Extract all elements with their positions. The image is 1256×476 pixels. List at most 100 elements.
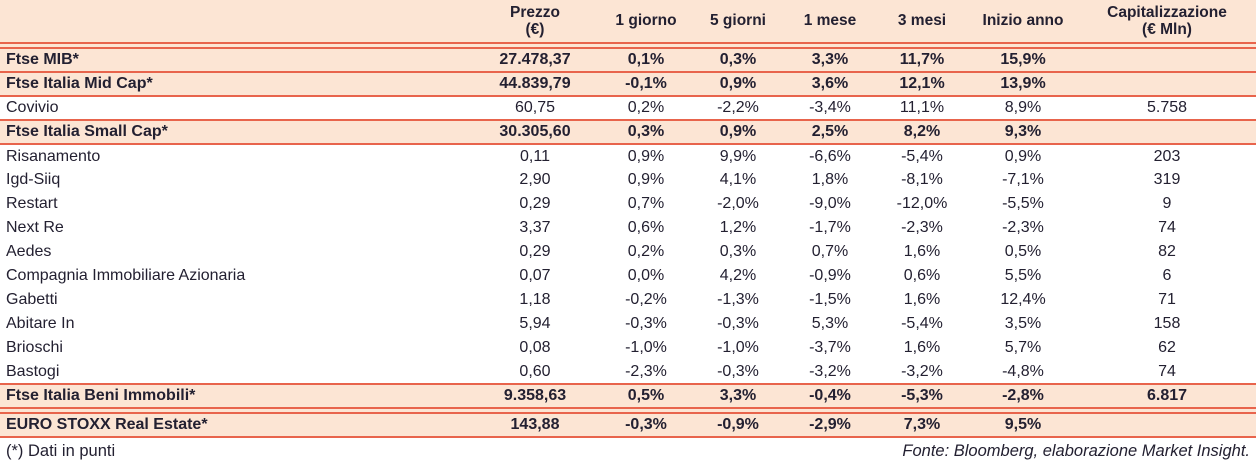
value-cell: 3,37 [470, 216, 600, 240]
value-cell: 0,08 [470, 336, 600, 360]
column-header: Prezzo (€) [470, 0, 600, 44]
stock-row: Risanamento 0,11 0,9% 9,9% -6,6% -5,4% 0,9% 203 [0, 144, 1256, 168]
value-cell: 2,5% [784, 119, 876, 145]
value-cell: 27.478,37 [470, 47, 600, 73]
row-name-cell: Ftse MIB* [0, 47, 470, 73]
value-cell: 0,11 [470, 144, 600, 168]
table-footer: (*) Dati in punti Fonte: Bloomberg, elab… [0, 438, 1256, 461]
row-name-cell: Compagnia Immobiliare Azionaria [0, 264, 470, 288]
value-cell: 0,3% [692, 47, 784, 73]
value-cell: 0,2% [600, 240, 692, 264]
value-cell: -7,1% [968, 168, 1078, 192]
value-cell: 71 [1078, 288, 1256, 312]
value-cell: 9 [1078, 192, 1256, 216]
value-cell: 158 [1078, 312, 1256, 336]
value-cell: 2,90 [470, 168, 600, 192]
value-cell: -5,3% [876, 383, 968, 409]
value-cell: -3,2% [876, 360, 968, 384]
value-cell: -4,8% [968, 360, 1078, 384]
value-cell: -1,7% [784, 216, 876, 240]
value-cell: 5,5% [968, 264, 1078, 288]
value-cell: 15,9% [968, 47, 1078, 73]
row-name-cell: Bastogi [0, 360, 470, 384]
separator-row [0, 43, 1256, 49]
separator-cell [0, 43, 1256, 49]
value-cell: 60,75 [470, 96, 600, 120]
value-cell: 9,9% [692, 144, 784, 168]
value-cell: 0,9% [692, 71, 784, 97]
value-cell: -0,2% [600, 288, 692, 312]
value-cell: -1,0% [600, 336, 692, 360]
market-performance-table: Prezzo (€) 1 giorno 5 giorni 1 mese 3 mesi Ini… [0, 0, 1256, 438]
stock-row: Abitare In 5,94 -0,3% -0,3% 5,3% -5,4% 3,5% 158 [0, 312, 1256, 336]
value-cell: 1,8% [784, 168, 876, 192]
value-cell: 11,7% [876, 47, 968, 73]
value-cell: 3,5% [968, 312, 1078, 336]
value-cell: -6,6% [784, 144, 876, 168]
value-cell: -2,8% [968, 383, 1078, 409]
stock-row: Covivio 60,75 0,2% -2,2% -3,4% 11,1% 8,9% 5.758 [0, 96, 1256, 120]
value-cell: 0,5% [968, 240, 1078, 264]
value-cell: 0,9% [692, 119, 784, 145]
value-cell: 0,5% [600, 383, 692, 409]
value-cell: 62 [1078, 336, 1256, 360]
value-cell: 0,3% [692, 240, 784, 264]
stock-row: Compagnia Immobiliare Azionaria 0,07 0,0% 4… [0, 264, 1256, 288]
value-cell: 8,9% [968, 96, 1078, 120]
row-name-cell: Ftse Italia Small Cap* [0, 119, 470, 145]
column-header: 1 giorno [600, 0, 692, 44]
row-name-cell: Ftse Italia Beni Immobili* [0, 383, 470, 409]
value-cell: 0,7% [600, 192, 692, 216]
value-cell: 9.358,63 [470, 383, 600, 409]
value-cell: 74 [1078, 216, 1256, 240]
row-name-cell: Aedes [0, 240, 470, 264]
value-cell: 4,1% [692, 168, 784, 192]
value-cell: 3,3% [692, 383, 784, 409]
row-name-cell: Restart [0, 192, 470, 216]
row-name-cell: Ftse Italia Mid Cap* [0, 71, 470, 97]
value-cell: 5,94 [470, 312, 600, 336]
value-cell: 8,2% [876, 119, 968, 145]
value-cell: 0,6% [876, 264, 968, 288]
value-cell: 0,07 [470, 264, 600, 288]
value-cell [1078, 412, 1256, 438]
row-name-cell: Gabetti [0, 288, 470, 312]
column-header: Inizio anno [968, 0, 1078, 44]
value-cell: -2,0% [692, 192, 784, 216]
value-cell: -5,5% [968, 192, 1078, 216]
stock-row: Igd-Siiq 2,90 0,9% 4,1% 1,8% -8,1% -7,1% 319 [0, 168, 1256, 192]
stock-row: Brioschi 0,08 -1,0% -1,0% -3,7% 1,6% 5,7% 62 [0, 336, 1256, 360]
row-name-cell: Next Re [0, 216, 470, 240]
value-cell: 0,0% [600, 264, 692, 288]
index-row: Ftse Italia Small Cap* 30.305,60 0,3% 0,9% 2… [0, 119, 1256, 145]
value-cell: -0,3% [692, 312, 784, 336]
value-cell [1078, 119, 1256, 145]
value-cell: -5,4% [876, 144, 968, 168]
value-cell: 1,6% [876, 336, 968, 360]
index-row: Ftse MIB* 27.478,37 0,1% 0,3% 3,3% 11,7% 15,9% [0, 47, 1256, 73]
value-cell: 1,6% [876, 240, 968, 264]
value-cell: 30.305,60 [470, 119, 600, 145]
value-cell: 0,1% [600, 47, 692, 73]
value-cell: 7,3% [876, 412, 968, 438]
value-cell: 0,29 [470, 192, 600, 216]
value-cell: 1,6% [876, 288, 968, 312]
value-cell: 0,3% [600, 119, 692, 145]
value-cell: 3,3% [784, 47, 876, 73]
value-cell: -12,0% [876, 192, 968, 216]
value-cell: -0,3% [600, 312, 692, 336]
row-name-cell: Igd-Siiq [0, 168, 470, 192]
value-cell: 0,7% [784, 240, 876, 264]
stock-row: Gabetti 1,18 -0,2% -1,3% -1,5% 1,6% 12,4% 71 [0, 288, 1256, 312]
value-cell: -0,9% [692, 412, 784, 438]
stock-row: Bastogi 0,60 -2,3% -0,3% -3,2% -3,2% -4,8% 74 [0, 360, 1256, 384]
value-cell: 74 [1078, 360, 1256, 384]
value-cell: 9,3% [968, 119, 1078, 145]
value-cell: 9,5% [968, 412, 1078, 438]
row-name-cell: Covivio [0, 96, 470, 120]
value-cell: -2,3% [968, 216, 1078, 240]
value-cell: 0,9% [600, 144, 692, 168]
separator-row [0, 408, 1256, 414]
value-cell: -0,3% [692, 360, 784, 384]
value-cell: 13,9% [968, 71, 1078, 97]
